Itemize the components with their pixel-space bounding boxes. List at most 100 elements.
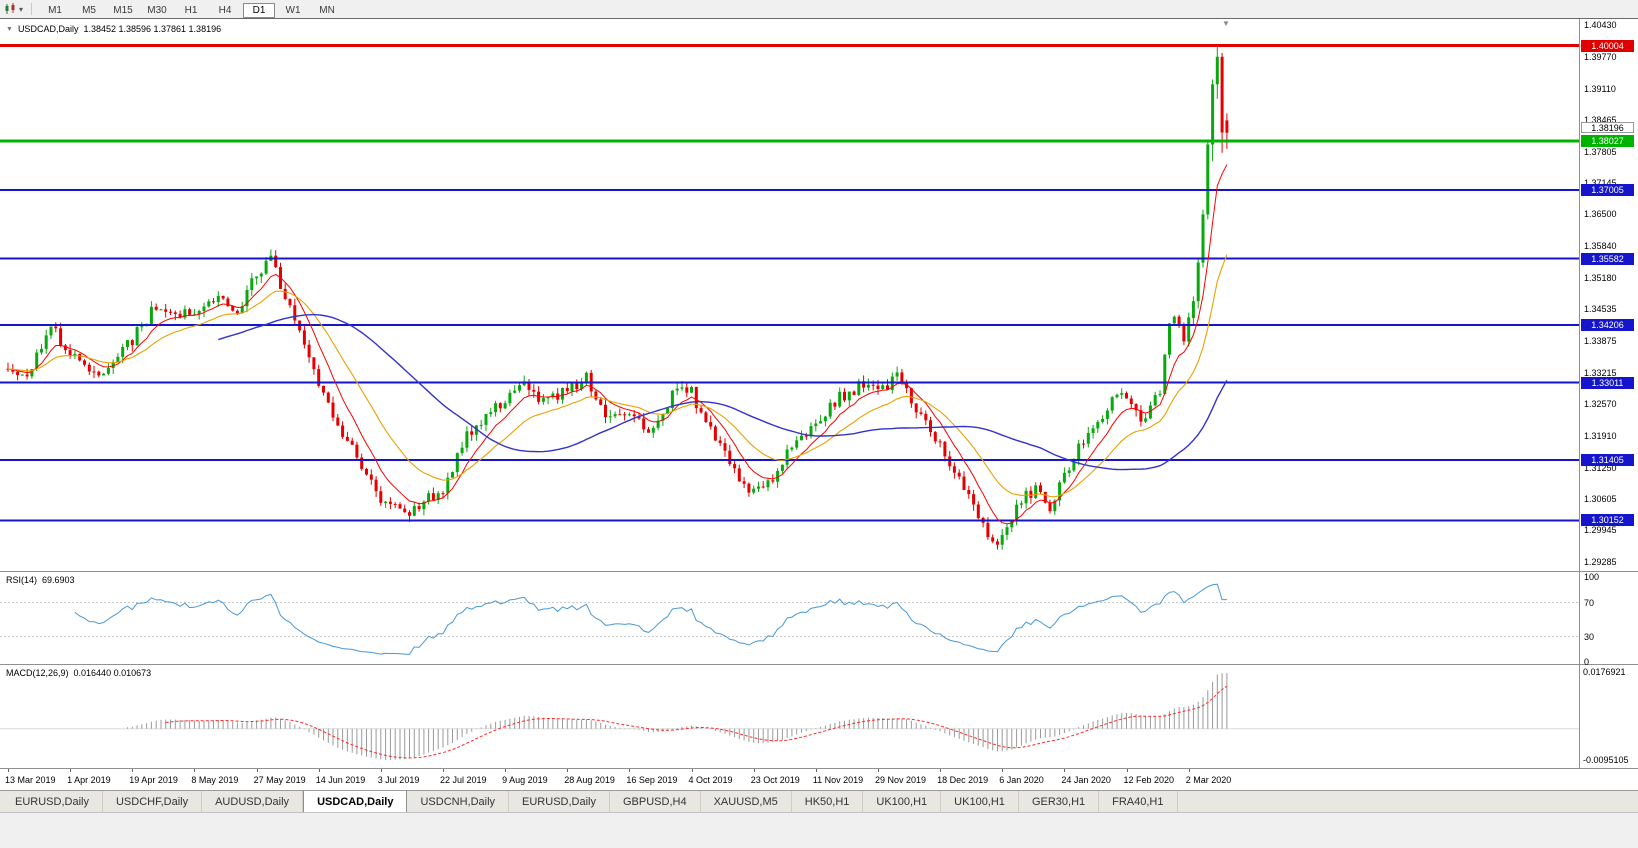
date-tick <box>8 769 9 772</box>
chevron-down-icon[interactable]: ▾ <box>19 4 24 14</box>
main-chart-canvas[interactable] <box>0 20 1579 571</box>
chart-tab-10-uk100-h1[interactable]: UK100,H1 <box>941 791 1019 812</box>
chart-tab-1-usdchf-daily[interactable]: USDCHF,Daily <box>103 791 203 812</box>
chart-tab-5-eurusd-daily[interactable]: EURUSD,Daily <box>509 791 610 812</box>
price-axis-label: 1.40430 <box>1584 20 1617 30</box>
one-click-trading-arrow-icon[interactable]: ▼ <box>6 25 13 33</box>
chart-ohlc-values: 1.38452 1.38596 1.37861 1.38196 <box>83 24 222 34</box>
date-axis-label: 6 Jan 2020 <box>999 775 1044 785</box>
status-bar <box>0 812 1638 848</box>
price-axis-label: 1.36500 <box>1584 209 1617 220</box>
price-axis-border <box>1579 19 1580 768</box>
timeframe-button-h1[interactable]: H1 <box>184 5 198 16</box>
date-axis-label: 29 Nov 2019 <box>875 775 927 785</box>
macd-pane-canvas[interactable] <box>0 665 1579 768</box>
price-axis-label: 1.32570 <box>1584 398 1617 409</box>
chart-tab-6-gbpusd-h4[interactable]: GBPUSD,H4 <box>610 791 701 812</box>
date-tick <box>567 769 569 772</box>
date-axis-label: 8 May 2019 <box>191 775 239 785</box>
bid-price-tag: 1.38196 <box>1581 121 1634 133</box>
chart-tab-11-ger30-h1[interactable]: GER30,H1 <box>1019 791 1100 812</box>
chart-tab-7-xauusd-m5[interactable]: XAUUSD,M5 <box>701 791 792 812</box>
chart-type-icon[interactable] <box>4 3 17 15</box>
price-axis-label: 1.30605 <box>1584 493 1617 504</box>
level-price-badge: 1.40004 <box>1581 39 1634 52</box>
date-tick <box>256 769 258 772</box>
macd-axis-max: 0.0176921 <box>1583 667 1626 677</box>
date-axis-label: 1 Apr 2019 <box>67 775 111 785</box>
chart-tab-12-fra40-h1[interactable]: FRA40,H1 <box>1099 791 1178 812</box>
macd-name: MACD(12,26,9) <box>6 668 69 678</box>
date-tick <box>815 769 817 772</box>
price-axis-label: 1.33215 <box>1584 367 1617 378</box>
chart-window: ▼ USDCAD,Daily 1.38452 1.38596 1.37861 1… <box>0 18 1638 791</box>
date-axis-label: 19 Apr 2019 <box>129 775 178 785</box>
candlestick-glyph <box>5 3 15 14</box>
date-axis-label: 18 Dec 2019 <box>937 775 989 785</box>
timeframe-button-h4[interactable]: H4 <box>218 5 232 16</box>
chart-symbol-period: USDCAD,Daily <box>17 24 79 34</box>
date-axis-label: 9 Aug 2019 <box>502 775 548 785</box>
macd-axis-min: -0.0095105 <box>1583 755 1629 765</box>
price-axis-label: 1.29285 <box>1584 557 1617 568</box>
timeframe-button-d1[interactable]: D1 <box>243 3 276 18</box>
rsi-current-value: 69.6903 <box>42 575 75 585</box>
timeframe-button-mn[interactable]: MN <box>319 5 335 16</box>
chart-tab-8-hk50-h1[interactable]: HK50,H1 <box>792 791 864 812</box>
timeframe-button-w1[interactable]: W1 <box>285 5 301 16</box>
date-tick <box>380 769 382 772</box>
price-axis-label: 1.39110 <box>1584 83 1616 94</box>
price-axis-label: 1.31910 <box>1584 430 1617 441</box>
rsi-axis-label: 70 <box>1584 597 1595 608</box>
level-price-badge: 1.33011 <box>1581 376 1634 389</box>
chart-tab-2-audusd-daily[interactable]: AUDUSD,Daily <box>202 791 304 812</box>
date-tick <box>753 769 755 772</box>
date-axis-label: 3 Jul 2019 <box>377 775 420 785</box>
date-tick <box>505 769 507 772</box>
chart-tab-3-usdcad-daily[interactable]: USDCAD,Daily <box>303 791 408 812</box>
price-axis-label: 1.39770 <box>1584 51 1617 62</box>
timeframe-button-m5[interactable]: M5 <box>82 5 96 16</box>
price-axis-label: 1.37145 <box>1584 178 1617 188</box>
date-axis-label: 24 Jan 2020 <box>1061 775 1111 785</box>
macd-indicator-label: MACD(12,26,9) 0.016440 0.010673 <box>6 668 151 678</box>
date-tick <box>691 769 693 772</box>
price-axis-label: 1.33875 <box>1584 336 1617 346</box>
macd-current-values: 0.016440 0.010673 <box>73 668 152 678</box>
level-price-badge: 1.31405 <box>1581 454 1634 466</box>
rsi-axis-label: 100 <box>1584 572 1600 582</box>
rsi-pane-canvas[interactable] <box>0 572 1579 664</box>
price-axis-label: 1.35840 <box>1584 241 1617 252</box>
timeframe-button-m30[interactable]: M30 <box>147 5 167 16</box>
price-axis-label: 1.34535 <box>1584 304 1617 315</box>
date-tick <box>70 769 72 772</box>
date-tick <box>1002 769 1004 772</box>
level-price-badge: 1.35582 <box>1581 252 1634 265</box>
chart-tab-0-eurusd-daily[interactable]: EURUSD,Daily <box>2 791 103 812</box>
chart-shift-marker-icon[interactable]: ▼ <box>1222 19 1230 28</box>
date-tick <box>878 769 879 772</box>
level-price-badge: 1.34206 <box>1581 319 1634 331</box>
date-tick <box>1126 769 1128 772</box>
level-price-badge: 1.30152 <box>1581 514 1634 527</box>
pane-separator[interactable] <box>0 664 1638 665</box>
date-axis-label: 28 Aug 2019 <box>564 775 615 785</box>
date-axis-label: 11 Nov 2019 <box>812 775 864 785</box>
date-axis-label: 12 Feb 2020 <box>1123 775 1175 785</box>
date-tick <box>194 769 196 772</box>
price-axis-label: 1.35180 <box>1584 273 1617 284</box>
price-axis-label: 1.38465 <box>1584 114 1617 125</box>
date-axis[interactable]: 13 Mar 2019 1 Apr 2019 19 Apr 2019 8 May 20… <box>0 769 1638 791</box>
pane-separator[interactable] <box>0 571 1638 572</box>
date-tick <box>1064 769 1066 772</box>
timeframe-button-m1[interactable]: M1 <box>48 5 62 16</box>
timeframe-button-m15[interactable]: M15 <box>113 5 133 16</box>
date-tick <box>132 769 134 772</box>
chart-tab-9-uk100-h1[interactable]: UK100,H1 <box>863 791 942 812</box>
level-price-badge: 1.37005 <box>1581 184 1634 197</box>
date-axis-label: 14 Jun 2019 <box>315 775 366 785</box>
price-axis-label: 1.31250 <box>1584 462 1617 473</box>
chart-tab-4-usdcnh-daily[interactable]: USDCNH,Daily <box>407 791 510 812</box>
date-tick <box>443 769 444 772</box>
level-price-badge: 1.38027 <box>1581 134 1634 147</box>
